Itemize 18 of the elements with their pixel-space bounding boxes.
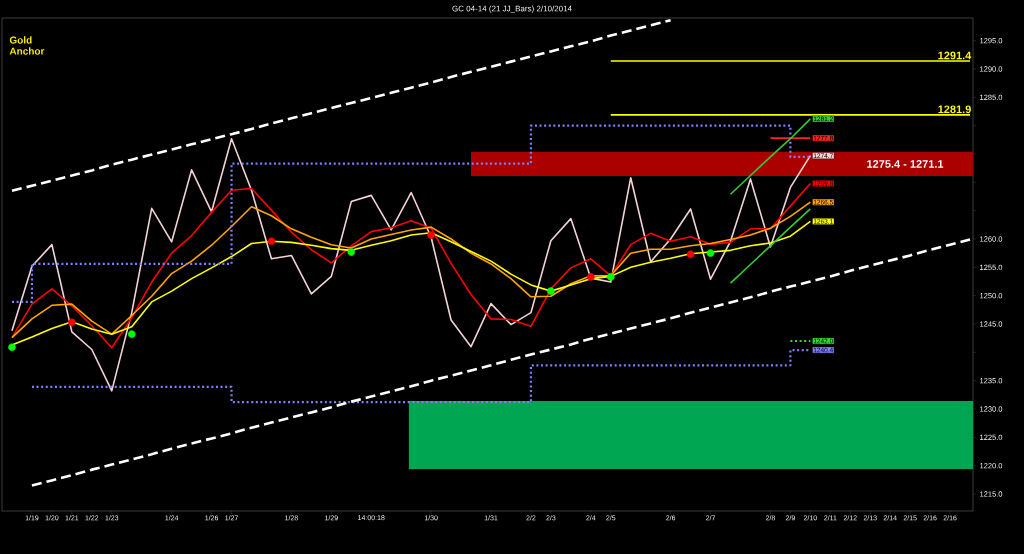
point [706, 249, 715, 257]
annotation: Gold Anchor [9, 36, 45, 55]
data-label: 1281.9 [938, 105, 971, 114]
point [267, 237, 276, 246]
point [547, 287, 555, 295]
point [68, 318, 76, 327]
point [686, 250, 695, 259]
point [587, 273, 595, 281]
point [347, 248, 356, 256]
point [127, 330, 136, 338]
point [427, 231, 435, 239]
point [8, 343, 16, 352]
band-label: 1275.4 - 1271.1 [867, 160, 944, 168]
chart-title: GC 04-14 (21 JJ_Bars) 2/10/2014 [452, 5, 572, 13]
line-series [10, 18, 672, 193]
line-series [729, 208, 812, 284]
point [606, 273, 615, 281]
data-label: 1291.4 [938, 51, 972, 60]
